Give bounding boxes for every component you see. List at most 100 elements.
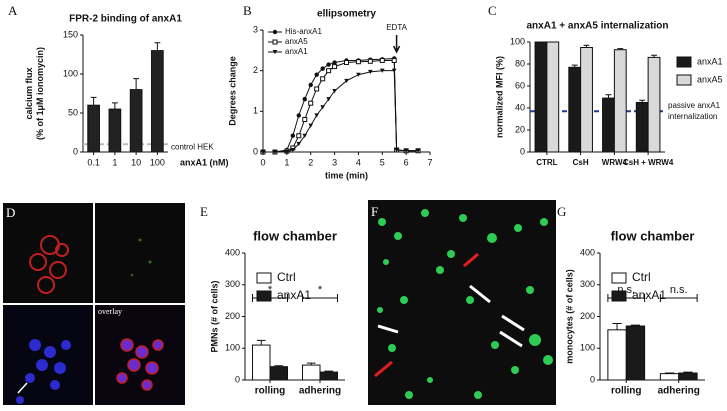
x-tick-label: CTRL bbox=[536, 158, 557, 167]
y-tick-label: 400 bbox=[580, 247, 595, 257]
y-tick-label: 0 bbox=[73, 146, 78, 156]
point bbox=[394, 147, 399, 153]
error-bar bbox=[630, 324, 641, 327]
y-axis-label: Degrees change bbox=[227, 56, 237, 126]
error-bar bbox=[256, 339, 266, 346]
point bbox=[368, 69, 373, 75]
legend-label: anxA1 bbox=[697, 56, 723, 66]
chart-title: flow chamber bbox=[611, 228, 695, 243]
point bbox=[355, 59, 361, 65]
point bbox=[326, 62, 331, 67]
y-tick-label: 300 bbox=[580, 279, 595, 289]
legend-swatch bbox=[676, 56, 692, 68]
point bbox=[296, 113, 301, 118]
error-bar bbox=[683, 371, 693, 374]
error-bar bbox=[133, 78, 140, 90]
point bbox=[326, 97, 331, 102]
significance-label: * bbox=[318, 284, 323, 296]
point bbox=[314, 72, 319, 77]
chart-title: flow chamber bbox=[253, 228, 337, 243]
bar bbox=[635, 102, 649, 153]
microscopy-image: D overlay bbox=[3, 203, 185, 405]
reference-label: internalization bbox=[668, 112, 717, 121]
significance-label: * bbox=[268, 284, 273, 296]
point bbox=[326, 68, 332, 74]
point bbox=[367, 58, 373, 64]
x-tick-label: 1 bbox=[112, 157, 117, 167]
panel-letter: A bbox=[8, 3, 18, 18]
y-tick-label: 100 bbox=[510, 36, 525, 46]
y-tick-label: 20 bbox=[515, 124, 525, 134]
error-bar bbox=[583, 44, 590, 48]
point bbox=[308, 82, 313, 88]
point bbox=[284, 150, 290, 155]
x-tick-label: 5 bbox=[380, 157, 385, 167]
bar bbox=[647, 56, 661, 153]
bar bbox=[151, 50, 164, 153]
point bbox=[296, 141, 302, 147]
point bbox=[379, 68, 385, 73]
error-bar bbox=[571, 64, 578, 68]
point bbox=[314, 113, 319, 118]
y-tick-label: 200 bbox=[225, 311, 240, 321]
y-tick-label: 0 bbox=[253, 146, 258, 156]
legend-swatch bbox=[611, 272, 627, 284]
point bbox=[308, 100, 314, 106]
x-tick-label: 3 bbox=[332, 157, 337, 167]
bar bbox=[602, 97, 615, 153]
legend-swatch bbox=[256, 272, 272, 284]
point bbox=[332, 89, 337, 94]
error-bar bbox=[605, 94, 612, 99]
y-tick-label: 100 bbox=[580, 343, 595, 353]
error-bar bbox=[306, 362, 316, 366]
point bbox=[296, 133, 302, 139]
y-tick-label: 1 bbox=[253, 106, 258, 116]
bar bbox=[625, 325, 646, 381]
point bbox=[391, 68, 397, 73]
point bbox=[290, 147, 296, 153]
y-tick-label: 0 bbox=[520, 146, 525, 156]
y-tick-label: 0 bbox=[235, 374, 240, 384]
bar bbox=[678, 372, 698, 381]
x-tick-label: 1 bbox=[284, 157, 289, 167]
x-tick-label: 100 bbox=[150, 157, 165, 167]
y-axis-label: (% of 1μM ionomycin) bbox=[35, 47, 45, 140]
error-bar bbox=[664, 372, 675, 374]
error-bar bbox=[274, 365, 284, 367]
bar bbox=[546, 41, 560, 153]
point bbox=[302, 133, 308, 138]
bar bbox=[580, 47, 593, 153]
x-tick-label: CsH bbox=[573, 158, 589, 167]
error-bar bbox=[324, 370, 334, 373]
legend-marker bbox=[272, 29, 278, 35]
legend-label: anxA1 bbox=[277, 288, 311, 302]
x-tick-label: adhering bbox=[299, 386, 341, 397]
y-axis-label: calcium flux bbox=[24, 67, 34, 119]
bar bbox=[129, 89, 143, 153]
x-tick-label: 4 bbox=[356, 157, 361, 167]
panel-letter: E bbox=[200, 204, 208, 219]
x-tick-label: adhering bbox=[658, 386, 700, 397]
legend-label: Ctrl bbox=[277, 270, 296, 284]
image-label: overlay bbox=[98, 307, 122, 316]
legend-marker bbox=[272, 50, 278, 55]
point bbox=[379, 58, 385, 63]
legend-label: anxA5 bbox=[285, 37, 308, 46]
bar bbox=[87, 104, 100, 153]
point bbox=[260, 150, 266, 155]
chart-title: ellipsometry bbox=[317, 9, 376, 20]
error-bar bbox=[617, 48, 624, 50]
bar bbox=[269, 366, 288, 381]
panel-letter: C bbox=[488, 3, 497, 18]
bar bbox=[319, 371, 338, 381]
point bbox=[302, 96, 307, 102]
y-tick-label: 100 bbox=[225, 343, 240, 353]
bar bbox=[302, 364, 321, 381]
point bbox=[356, 72, 361, 77]
y-axis-label: normalized MFI (%) bbox=[494, 56, 504, 138]
x-axis-label: anxA1 (nM) bbox=[180, 157, 229, 167]
annotation-arrow bbox=[392, 35, 401, 54]
bar bbox=[534, 41, 548, 153]
legend-swatch bbox=[611, 290, 627, 302]
error-bar bbox=[651, 54, 657, 58]
